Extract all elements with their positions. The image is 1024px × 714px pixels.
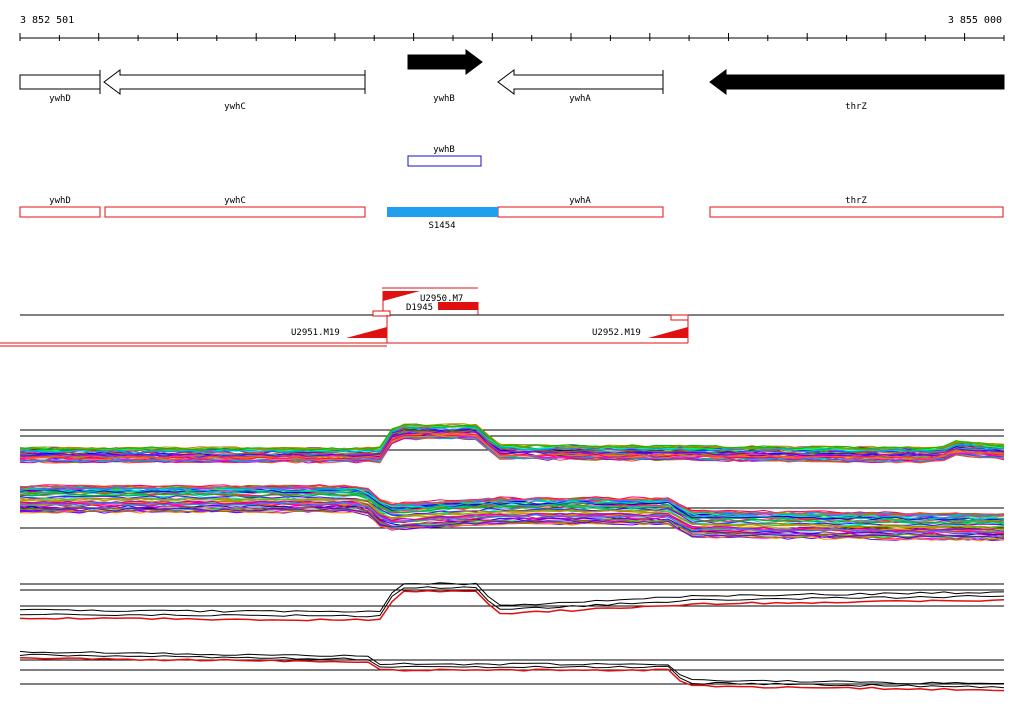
profile-line — [19, 508, 1005, 541]
feature-label-U2952-M19: U2952.M19 — [592, 328, 641, 338]
red-transcript-label-ywhC: ywhC — [224, 196, 246, 206]
profile-line — [19, 502, 1005, 534]
red-transcript-ywhC[interactable] — [104, 206, 366, 218]
expression-profiles — [19, 423, 1005, 692]
gene-track: ywhD ywhC ywhB ywhA thrZ — [19, 49, 1005, 112]
profile-line — [19, 657, 1005, 692]
gene-ywhC[interactable] — [103, 69, 366, 95]
ruler-end-label: 3 855 000 — [948, 15, 1002, 26]
feature-label-D1945: D1945 — [406, 303, 433, 313]
red-transcript-track: ywhD ywhC ywhA thrZ S1454 — [19, 196, 1004, 231]
gene-thrZ[interactable] — [709, 69, 1005, 95]
feature-U2951-M19-marker[interactable] — [346, 327, 387, 338]
gene-label-ywhD: ywhD — [49, 94, 71, 104]
profile-line — [19, 493, 1005, 525]
gene-ywhA[interactable] — [497, 69, 664, 95]
feature-box — [670, 314, 689, 321]
profile-line — [19, 507, 1005, 540]
profile-line — [19, 590, 1005, 622]
blue-transcript-ywhB[interactable] — [407, 155, 482, 167]
red-transcript-ywhD[interactable] — [19, 206, 101, 218]
coordinate-ruler: 3 852 501 3 855 000 — [19, 15, 1005, 41]
feature-D1945-marker[interactable] — [438, 302, 478, 310]
feature-label-U2951-M19: U2951.M19 — [291, 328, 340, 338]
feature-box — [372, 310, 391, 317]
segment-S1454[interactable] — [387, 207, 498, 217]
profile-line — [19, 488, 1005, 521]
blue-transcript-track: ywhB — [407, 145, 482, 167]
red-transcript-ywhA[interactable] — [497, 206, 664, 218]
profile-line — [19, 509, 1005, 542]
profile-line — [19, 650, 1004, 685]
feature-U2950-M7-marker[interactable] — [383, 291, 420, 301]
red-transcript-label-ywhD: ywhD — [49, 196, 71, 206]
gene-ywhB[interactable] — [407, 49, 483, 75]
red-transcript-thrZ[interactable] — [709, 206, 1004, 218]
profile-line — [19, 485, 1005, 517]
red-transcript-label-ywhA: ywhA — [569, 196, 591, 206]
gene-label-ywhC: ywhC — [224, 102, 246, 112]
profile-line — [19, 423, 1005, 451]
profile-line — [19, 436, 1005, 464]
profile-line — [19, 430, 1005, 458]
profile-line — [19, 484, 1005, 516]
profile-line — [19, 491, 1005, 524]
profile-line — [19, 426, 1005, 454]
profile-line — [20, 432, 1005, 459]
red-transcript-label-thrZ: thrZ — [845, 196, 867, 206]
blue-transcript-label: ywhB — [433, 145, 455, 155]
profile-line — [19, 428, 1005, 455]
profile-line — [19, 586, 1005, 618]
gene-ywhD[interactable] — [19, 74, 101, 90]
gene-label-ywhB: ywhB — [433, 94, 455, 104]
profile-line — [19, 423, 1005, 451]
feature-U2952-M19-marker[interactable] — [648, 327, 688, 338]
feature-track: U2950.M7 D1945 U2951.M19 U2952.M19 — [0, 287, 1004, 347]
segment-label: S1454 — [428, 221, 455, 231]
ruler-start-label: 3 852 501 — [20, 15, 74, 26]
gene-label-thrZ: thrZ — [845, 102, 867, 112]
ruler-ticks — [19, 33, 1005, 41]
gene-label-ywhA: ywhA — [569, 94, 591, 104]
profile-line — [19, 653, 1005, 689]
profile-line — [19, 497, 1005, 529]
profile-line — [19, 435, 1005, 463]
profile-line — [19, 582, 1005, 613]
feature-label-U2950-M7: U2950.M7 — [420, 294, 463, 304]
profile-line — [19, 502, 1005, 534]
